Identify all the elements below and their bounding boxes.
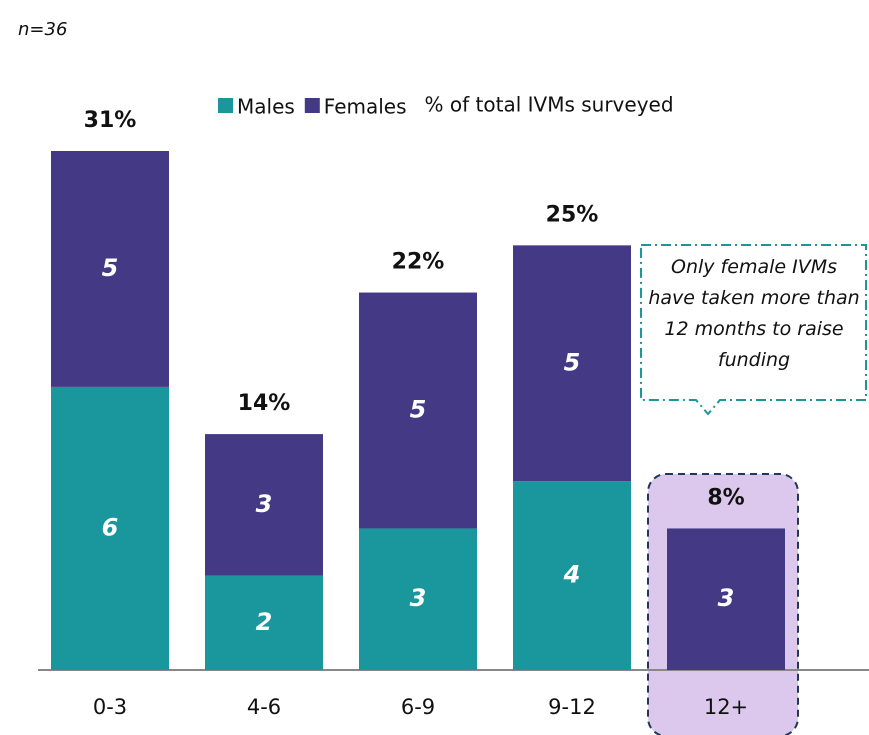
legend-swatch [304,98,320,113]
bar-segment [205,575,323,670]
segment-label: 2 [256,608,273,636]
bar-segment [51,386,169,670]
x-tick-label: 9-12 [548,695,596,719]
total-label: 8% [707,485,744,510]
segment-label: 5 [410,396,427,424]
bar-segment [513,245,631,482]
x-tick-label: 0-3 [93,695,127,719]
segment-label: 3 [718,584,735,612]
segment-label: 3 [256,490,273,518]
bar-segment [667,528,785,670]
segment-label: 5 [564,348,581,376]
total-label: 31% [84,108,137,133]
segment-label: 6 [102,513,119,541]
total-label: 22% [392,250,445,275]
bar-segment [359,292,477,529]
segment-label: 3 [410,584,427,612]
annotation: Only female IVMs have taken more than 12… [648,256,860,371]
callout-box [640,244,867,416]
legend-label: % of total IVMs surveyed [425,93,674,117]
total-label: 14% [238,391,291,416]
legend-label: Females [324,95,407,119]
x-tick-label: 12+ [704,695,748,719]
legend-label: Males [237,95,295,119]
bar-segment [359,528,477,670]
bar-segment [51,151,169,387]
x-tick-label: 4-6 [247,695,281,719]
legend-swatch [218,98,233,113]
bar-segment [513,481,631,670]
bar-segment [205,434,323,576]
segment-label: 4 [563,561,581,589]
segment-label: 5 [102,254,119,282]
annotation-box: Only female IVMs have taken more than 12… [648,256,860,371]
total-label: 25% [546,202,599,227]
x-tick-label: 6-9 [401,695,435,719]
subtitle: n=36 [18,19,67,40]
